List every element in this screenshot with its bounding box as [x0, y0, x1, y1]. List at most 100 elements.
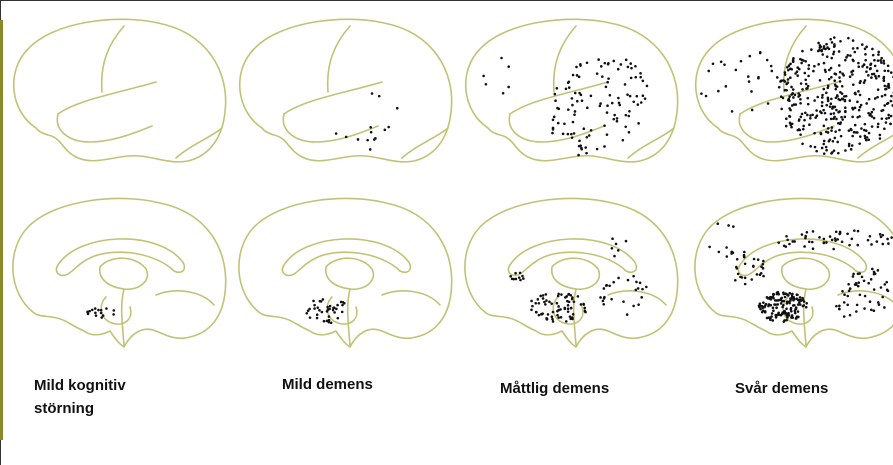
dot	[327, 315, 331, 318]
dot	[583, 309, 587, 313]
dot	[856, 46, 859, 50]
dot	[835, 304, 838, 308]
brain-medial	[12, 197, 227, 348]
dot	[830, 152, 833, 155]
dot	[797, 128, 801, 131]
dot	[627, 114, 631, 118]
dot	[623, 83, 627, 86]
dot	[884, 87, 887, 91]
dot	[844, 109, 847, 113]
dot	[882, 62, 886, 65]
dot	[847, 289, 851, 293]
dot	[616, 249, 620, 252]
dot	[708, 245, 711, 249]
dot	[805, 231, 809, 234]
dot	[482, 74, 485, 78]
dot	[328, 307, 331, 311]
dot	[822, 124, 826, 128]
dot	[883, 104, 887, 107]
dot	[857, 61, 860, 65]
dot	[806, 96, 810, 100]
dot	[343, 302, 346, 305]
dot	[322, 319, 326, 323]
dot	[835, 108, 838, 112]
dot	[839, 121, 843, 124]
dot	[571, 296, 574, 299]
dot	[799, 115, 803, 119]
dot	[872, 309, 876, 313]
dot	[833, 79, 837, 83]
dot	[801, 298, 805, 302]
dot	[843, 106, 847, 109]
dot	[763, 310, 767, 313]
dot	[820, 146, 824, 150]
dot	[336, 316, 340, 320]
dot	[883, 69, 887, 73]
dot	[785, 318, 788, 322]
dot	[86, 312, 90, 316]
dot	[619, 63, 623, 66]
dot	[641, 94, 645, 98]
dot	[876, 59, 880, 62]
dot	[786, 316, 789, 319]
dot	[843, 115, 847, 119]
dot	[857, 65, 861, 68]
dot	[886, 69, 890, 73]
dot	[830, 97, 833, 101]
dot	[809, 144, 812, 148]
dot	[556, 313, 559, 317]
dot	[369, 130, 373, 134]
dot	[846, 232, 849, 236]
dot	[793, 303, 796, 307]
dot	[816, 49, 820, 53]
dot	[370, 92, 374, 95]
dot	[844, 94, 848, 98]
dot	[810, 240, 814, 244]
dot	[94, 311, 97, 315]
dot	[832, 105, 836, 109]
dot	[775, 76, 779, 79]
dot	[882, 75, 886, 79]
dot	[801, 127, 805, 131]
dot	[786, 294, 790, 297]
dot	[556, 294, 560, 298]
dot	[869, 112, 872, 116]
dot	[851, 275, 855, 278]
dot	[610, 247, 614, 250]
dot	[791, 59, 795, 63]
dot	[606, 62, 610, 66]
dot	[858, 93, 862, 97]
dot	[831, 139, 835, 143]
dot	[788, 242, 791, 246]
dot	[869, 62, 873, 66]
dot	[875, 69, 879, 73]
dot	[725, 246, 728, 249]
dot	[872, 288, 876, 291]
dot	[796, 310, 800, 313]
dot	[833, 72, 837, 76]
dot	[635, 280, 638, 284]
dot	[748, 54, 752, 58]
dot	[801, 49, 804, 53]
dot	[856, 284, 860, 288]
dot	[377, 94, 381, 98]
dot	[833, 136, 837, 140]
dot	[557, 305, 560, 308]
dot	[820, 111, 823, 115]
dot	[825, 241, 828, 244]
dot	[576, 99, 579, 103]
dot	[782, 244, 786, 248]
dot	[834, 239, 837, 242]
dot	[852, 272, 855, 276]
dot	[846, 303, 849, 307]
dot	[887, 84, 891, 87]
dot	[830, 56, 834, 60]
dot	[822, 241, 826, 245]
dot	[613, 254, 616, 258]
dot	[833, 83, 837, 87]
dot	[815, 109, 818, 112]
dot	[813, 131, 816, 135]
dot	[769, 298, 773, 301]
dot	[789, 76, 792, 80]
dot	[783, 80, 787, 83]
